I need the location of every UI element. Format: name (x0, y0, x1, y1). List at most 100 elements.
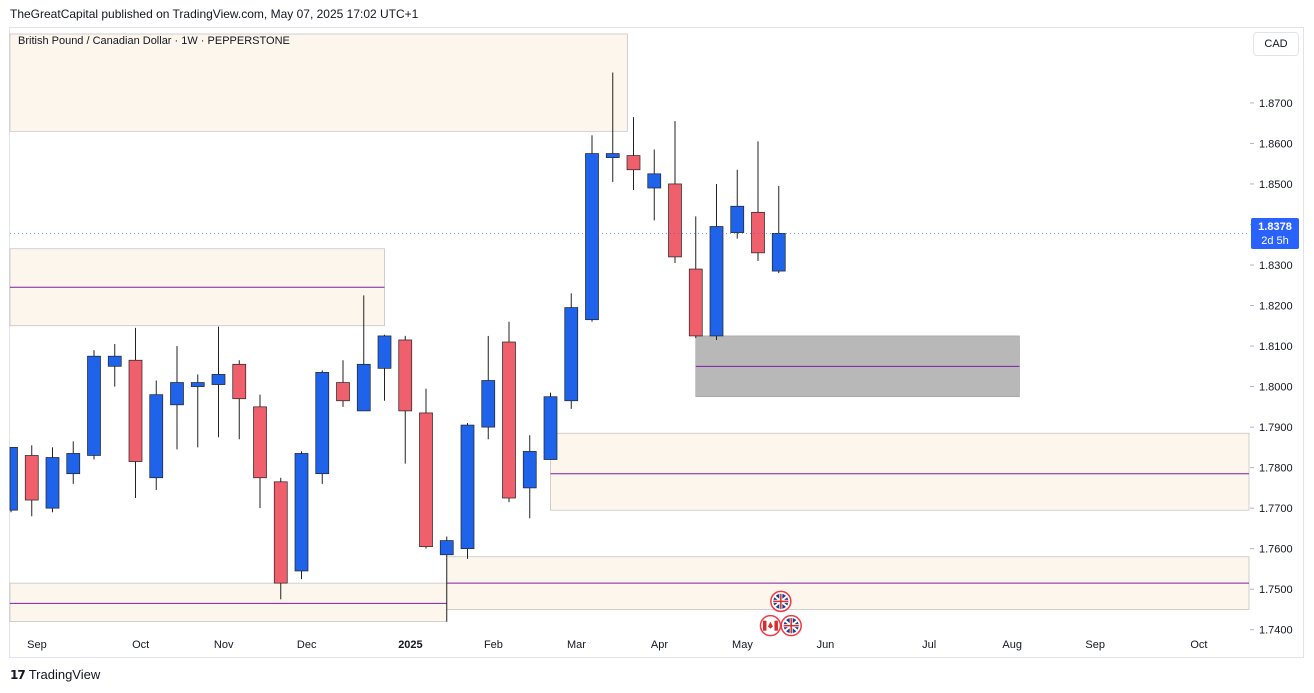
last-price-value: 1.8378 (1258, 221, 1292, 233)
candle-6 (128, 327, 143, 499)
chart-panel[interactable] (9, 27, 1304, 658)
uk-flag-icon (780, 614, 802, 637)
candle-body (709, 226, 724, 337)
candle-26 (543, 392, 558, 460)
last-price-label: 1.8378 2d 5h (1251, 218, 1299, 249)
candle-1 (24, 445, 39, 517)
candle-body (605, 153, 620, 158)
y-tick-label: 1.8300 (1259, 260, 1293, 272)
x-tick-label: May (732, 639, 753, 651)
candle-37 (771, 185, 786, 274)
y-tick-label: 1.7600 (1259, 544, 1293, 556)
candle-8 (170, 346, 184, 450)
candle-29 (605, 72, 620, 182)
candle-body (668, 183, 682, 258)
candle-body (543, 396, 558, 460)
candle-body (107, 355, 122, 367)
candle-17 (356, 295, 371, 412)
candle-body (128, 359, 143, 462)
x-tick-label: Nov (214, 639, 234, 651)
candle-body (688, 268, 703, 337)
y-tick-label: 1.8700 (1259, 98, 1293, 110)
candle-body (564, 307, 579, 402)
zone-0 (9, 33, 628, 132)
candle-3 (66, 441, 81, 484)
candle-body (273, 481, 288, 584)
candle-body (522, 451, 537, 489)
candle-body (647, 173, 662, 189)
candle-9 (190, 374, 205, 448)
candle-body (730, 205, 745, 233)
flag-band (774, 620, 778, 631)
y-tick-label: 1.8100 (1259, 341, 1293, 353)
x-tick-label: Sep (27, 639, 47, 651)
candle-body (87, 355, 101, 456)
flag-band (762, 620, 767, 631)
candle-35 (730, 169, 745, 239)
y-tick-label: 1.7800 (1259, 463, 1293, 475)
x-tick-label: Aug (1002, 639, 1022, 651)
candle-body (377, 335, 392, 369)
y-tick-label: 1.7700 (1259, 503, 1293, 515)
candle-16 (336, 360, 350, 407)
candle-18 (377, 334, 392, 401)
maple-leaf (767, 621, 773, 629)
y-tick-label: 1.7400 (1259, 625, 1293, 637)
y-tick-label: 1.7500 (1259, 584, 1293, 596)
candle-body (149, 394, 164, 479)
candle-20 (419, 388, 433, 549)
candle-body (626, 155, 641, 171)
y-tick-label: 1.8200 (1259, 301, 1293, 313)
supply-demand-zones (9, 33, 1250, 622)
candle-body (170, 382, 184, 406)
x-tick-label: 2025 (398, 639, 422, 651)
y-tick-label: 1.7900 (1259, 422, 1293, 434)
candle-15 (315, 370, 330, 484)
x-tick-label: Dec (297, 639, 317, 651)
currency-button[interactable]: CAD (1253, 32, 1299, 56)
candle-13 (273, 477, 288, 600)
candle-32 (668, 121, 682, 263)
candle-body (190, 382, 205, 387)
candle-body (336, 382, 350, 402)
candle-body (481, 380, 496, 428)
x-tick-label: Oct (132, 639, 149, 651)
candle-body (419, 412, 433, 548)
candle-body (315, 372, 330, 475)
candle-body (253, 406, 267, 479)
symbol-title: British Pound / Canadian Dollar · 1W · P… (18, 35, 290, 47)
candle-body (460, 424, 475, 550)
y-tick-label: 1.8000 (1259, 382, 1293, 394)
candle-25 (522, 435, 537, 519)
candle-body (294, 453, 309, 572)
tradingview-wordmark: TradingView (28, 667, 101, 682)
zone-4 (9, 582, 448, 622)
publish-info: TheGreatCapital published on TradingView… (10, 7, 419, 21)
candle-22 (460, 423, 475, 559)
candle-body (502, 341, 516, 499)
uk-flag-icon (770, 590, 792, 613)
x-tick-label: Mar (567, 639, 586, 651)
candle-21 (439, 536, 454, 622)
candle-27 (564, 293, 579, 409)
candles (9, 72, 786, 622)
candle-11 (232, 360, 247, 440)
economic-events (759, 590, 802, 637)
zone-2 (550, 432, 1250, 511)
candle-body (771, 233, 786, 272)
time-axis: Sep Oct Nov Dec 2025 Feb Mar Apr May Jun Jul Aug Sep… (27, 639, 1207, 651)
candle-33 (688, 216, 703, 338)
candle-5 (107, 344, 122, 387)
candle-body (232, 363, 247, 400)
candle-28 (585, 135, 599, 322)
candle-24 (502, 321, 516, 503)
candle-31 (647, 149, 662, 221)
candle-body (398, 339, 413, 412)
candle-23 (481, 335, 496, 440)
footer-brand[interactable]: 17 TradingView (10, 667, 100, 682)
x-tick-label: Sep (1085, 639, 1105, 651)
candle-2 (45, 447, 60, 513)
candle-14 (294, 451, 309, 580)
candle-0 (9, 447, 18, 513)
